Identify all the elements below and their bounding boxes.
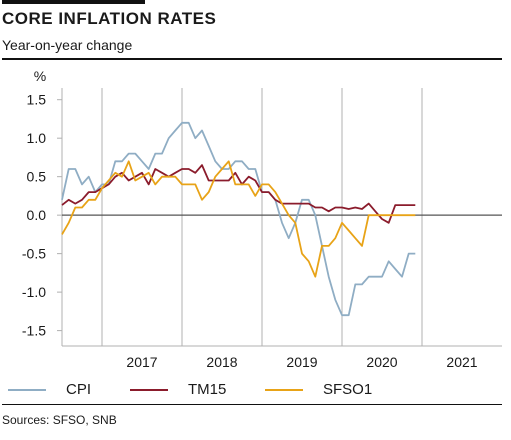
series-line-sfso1	[61, 160, 416, 278]
y-tick-label: -1.0	[22, 284, 46, 300]
y-tick-label: 0.0	[27, 207, 47, 223]
chart-title: CORE INFLATION RATES	[2, 9, 217, 28]
y-tick-label: 0.5	[27, 169, 47, 185]
y-tick-label: 1.5	[27, 92, 47, 108]
x-tick-label: 2019	[286, 354, 317, 370]
title-top-rule	[2, 0, 145, 4]
legend-swatch-tm15	[130, 388, 168, 391]
chart-legend: CPI TM15 SFSO1	[0, 381, 511, 403]
x-tick-label: 2021	[446, 354, 477, 370]
legend-label-tm15: TM15	[188, 381, 227, 398]
legend-label-sfso1: SFSO1	[323, 381, 373, 398]
x-tick-label: 2017	[126, 354, 157, 370]
axes: 1.5 1.0 0.5 0.0 -0.5 -1.0 -1.5% 2017 2018 2019 202…	[22, 68, 502, 370]
x-tick-label: 2020	[366, 354, 397, 370]
chart-subtitle: Year-on-year change	[2, 37, 133, 53]
title-divider	[2, 58, 502, 60]
legend-item-tm15: TM15	[130, 381, 226, 398]
y-tick-label: -0.5	[22, 246, 46, 262]
legend-label-cpi: CPI	[66, 381, 92, 398]
source-note: Sources: SFSO, SNB	[2, 413, 117, 427]
y-axis-unit-label: %	[34, 68, 46, 84]
grid-lines	[101, 88, 423, 346]
series-line-cpi	[61, 121, 416, 317]
y-tick-label: -1.5	[22, 323, 46, 339]
legend-divider	[2, 404, 502, 405]
series-line-tm15	[61, 164, 416, 224]
legend-item-sfso1: SFSO1	[265, 381, 372, 398]
legend-swatch-sfso1	[265, 388, 303, 391]
line-chart: 1.5 1.0 0.5 0.0 -0.5 -1.0 -1.5% 2017 2018 2019 202…	[22, 68, 502, 370]
x-tick-label: 2018	[206, 354, 237, 370]
series-lines	[61, 121, 416, 317]
legend-item-cpi: CPI	[8, 381, 91, 398]
y-tick-label: 1.0	[27, 130, 47, 146]
legend-swatch-cpi	[8, 388, 46, 391]
